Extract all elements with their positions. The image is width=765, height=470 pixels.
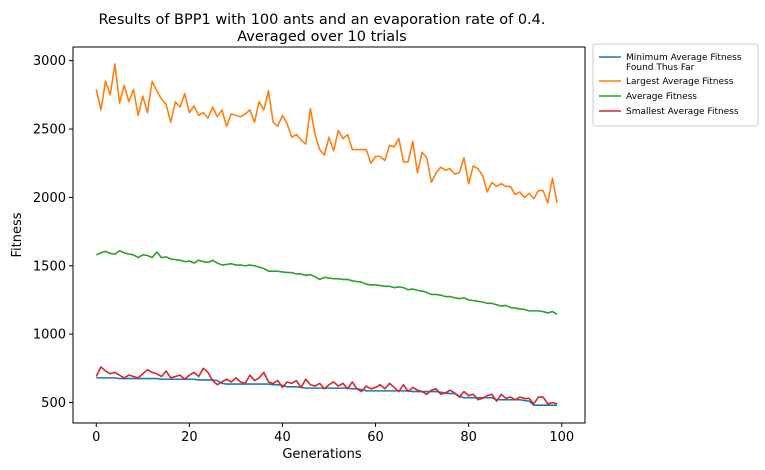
series-layer <box>95 63 558 407</box>
y-tick-label: 2500 <box>33 123 66 138</box>
y-tick-label: 2000 <box>33 191 66 206</box>
x-tick-label: 0 <box>92 430 100 445</box>
x-tick-label: 60 <box>367 430 384 445</box>
y-tick-label: 3000 <box>33 54 66 69</box>
ticks-layer: 0 20 40 60 80 100 500 1000 1500 2000 2500 3000 <box>33 54 574 445</box>
chart-title: Results of BPP1 with 100 ants and an eva… <box>99 12 546 28</box>
legend-label: Smallest Average Fitness <box>626 107 739 117</box>
y-tick-label: 1000 <box>33 328 66 343</box>
x-tick-label: 20 <box>181 430 198 445</box>
legend-label: Average Fitness <box>626 92 697 102</box>
chart-subtitle: Averaged over 10 trials <box>237 29 407 45</box>
x-tick-label: 100 <box>549 430 574 445</box>
y-tick-label: 1500 <box>33 259 66 274</box>
x-tick-label: 40 <box>274 430 291 445</box>
legend: Minimum Average Fitness Found Thus Far Lar… <box>592 43 759 127</box>
series-line-2 <box>95 249 558 315</box>
plot-frame <box>72 46 586 424</box>
series-line-1 <box>95 63 558 204</box>
legend-label: Minimum Average Fitness Found Thus Far <box>626 53 742 73</box>
legend-items: Minimum Average Fitness Found Thus Far Lar… <box>599 53 742 117</box>
x-axis-label: Generations <box>282 447 362 462</box>
legend-frame <box>592 43 759 127</box>
y-axis-label: Fitness <box>10 212 25 257</box>
x-tick-label: 80 <box>460 430 477 445</box>
y-tick-label: 500 <box>41 396 66 411</box>
series-line-3 <box>95 366 558 405</box>
legend-label: Largest Average Fitness <box>626 77 734 87</box>
series-line-0 <box>96 377 558 407</box>
